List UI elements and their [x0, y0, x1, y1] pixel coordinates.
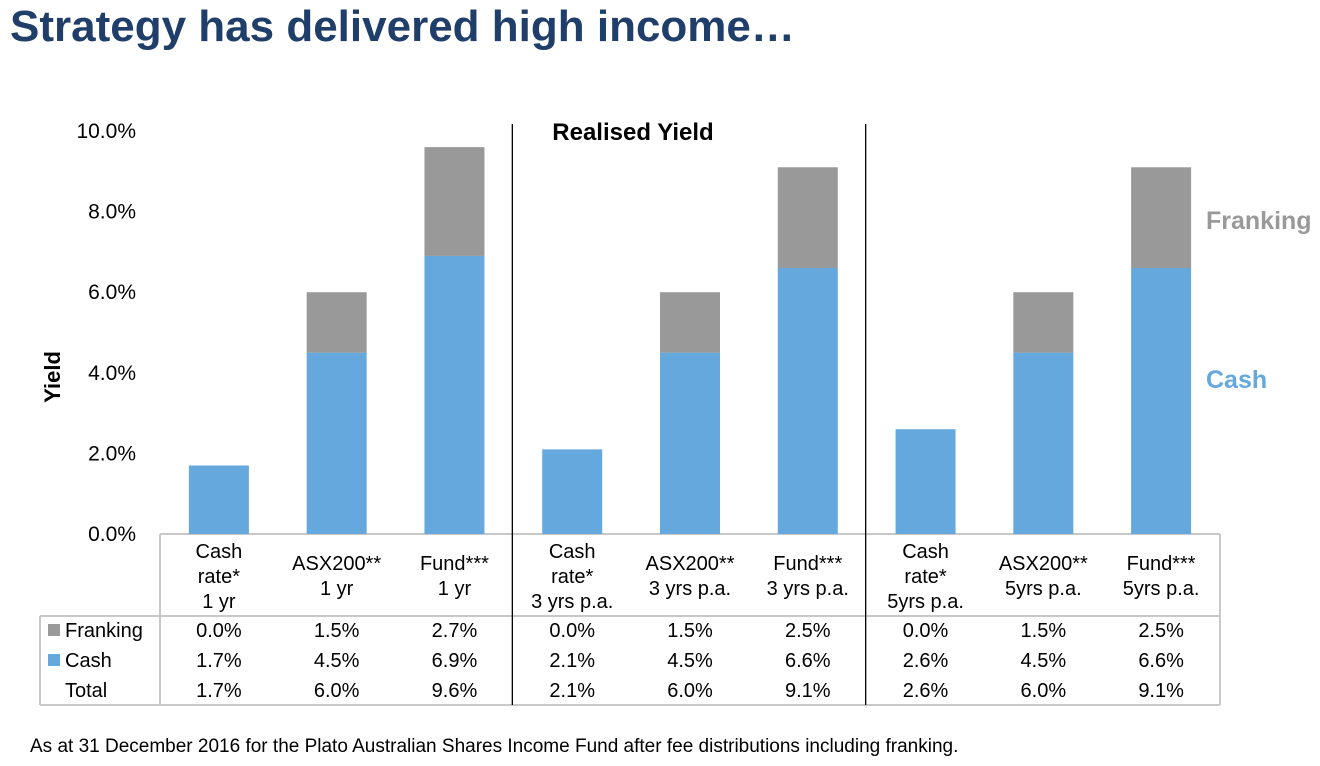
table-cell: 9.6%	[432, 680, 478, 702]
table-cell: 6.6%	[785, 650, 831, 672]
bar-cash	[1013, 352, 1074, 534]
y-tick-label: 0.0%	[88, 523, 136, 546]
x-tick-label: Cash	[196, 541, 243, 563]
y-tick-label: 2.0%	[88, 442, 136, 465]
x-tick-label: 1 yr	[438, 578, 472, 600]
x-tick-label: rate*	[904, 566, 946, 588]
y-tick-label: 4.0%	[88, 362, 136, 385]
y-tick-label: 6.0%	[88, 281, 136, 304]
table-row-label: Cash	[65, 650, 112, 672]
table-cell: 6.0%	[1021, 680, 1067, 702]
x-tick-label: 3 yrs p.a.	[649, 578, 731, 600]
bar-franking	[306, 292, 367, 353]
table-cell: 1.5%	[667, 620, 713, 642]
bar-franking	[1131, 167, 1192, 269]
bar-cash	[424, 255, 485, 534]
bar-franking	[660, 292, 720, 353]
bar-cash	[895, 429, 956, 534]
table-cell: 6.0%	[667, 680, 713, 702]
bar-franking	[777, 167, 838, 269]
bar-cash	[777, 268, 838, 534]
y-tick-label: 8.0%	[88, 201, 136, 224]
table-cell: 9.1%	[785, 680, 831, 702]
table-cell: 1.5%	[314, 620, 360, 642]
x-tick-label: ASX200**	[646, 553, 735, 575]
table-cell: 6.0%	[314, 680, 360, 702]
table-cell: 2.6%	[903, 650, 949, 672]
legend-franking: Franking	[1206, 207, 1312, 235]
table-cell: 4.5%	[1021, 650, 1067, 672]
table-cell: 0.0%	[903, 620, 949, 642]
table-cell: 1.5%	[1021, 620, 1067, 642]
bar-cash	[1131, 268, 1192, 534]
x-tick-label: 5yrs p.a.	[887, 591, 964, 613]
x-tick-label: 1 yr	[202, 591, 236, 613]
table-cell: 1.7%	[196, 650, 242, 672]
table-cell: 2.7%	[432, 620, 478, 642]
table-row-label: Franking	[65, 620, 143, 642]
x-tick-label: Cash	[549, 541, 596, 563]
bar-cash	[306, 352, 367, 534]
table-cell: 0.0%	[549, 620, 595, 642]
table-cell: 9.1%	[1138, 680, 1184, 702]
bar-cash	[542, 449, 603, 534]
table-cell: 2.6%	[903, 680, 949, 702]
bar-cash	[188, 465, 249, 534]
chart-title: Realised Yield	[552, 119, 713, 146]
table-cell: 6.9%	[432, 650, 478, 672]
table-cell: 2.1%	[549, 650, 595, 672]
x-tick-label: rate*	[551, 566, 593, 588]
x-tick-label: Fund***	[1127, 553, 1196, 575]
x-tick-label: 5yrs p.a.	[1123, 578, 1200, 600]
page-title: Strategy has delivered high income…	[10, 2, 795, 51]
table-legend-key	[48, 654, 60, 666]
bar-cash	[660, 352, 720, 534]
legend-cash: Cash	[1206, 366, 1267, 394]
y-tick-label: 10.0%	[76, 120, 136, 143]
x-tick-label: Fund***	[420, 553, 489, 575]
table-cell: 0.0%	[196, 620, 242, 642]
x-tick-label: ASX200**	[292, 553, 381, 575]
table-row-label: Total	[65, 680, 107, 702]
x-tick-label: 3 yrs p.a.	[531, 591, 613, 613]
table-cell: 6.6%	[1138, 650, 1184, 672]
table-legend-key	[48, 624, 60, 636]
bar-franking	[1013, 292, 1074, 353]
x-tick-label: 3 yrs p.a.	[767, 578, 849, 600]
x-tick-label: Cash	[902, 541, 949, 563]
table-cell: 2.1%	[549, 680, 595, 702]
table-cell: 1.7%	[196, 680, 242, 702]
x-tick-label: 5yrs p.a.	[1005, 578, 1082, 600]
table-cell: 4.5%	[314, 650, 360, 672]
table-cell: 2.5%	[1138, 620, 1184, 642]
realised-yield-chart: 0.0% 2.0% 4.0% 6.0% 8.0% 10.0% Yield Realised Y…	[39, 119, 1312, 706]
footnote: As at 31 December 2016 for the Plato Aus…	[30, 736, 959, 757]
x-tick-label: rate*	[198, 566, 240, 588]
x-tick-label: Fund***	[773, 553, 842, 575]
y-axis-title: Yield	[40, 351, 65, 403]
x-tick-label: 1 yr	[320, 578, 354, 600]
x-tick-label: ASX200**	[999, 553, 1088, 575]
table-cell: 2.5%	[785, 620, 831, 642]
table-cell: 4.5%	[667, 650, 713, 672]
bar-franking	[424, 147, 485, 256]
